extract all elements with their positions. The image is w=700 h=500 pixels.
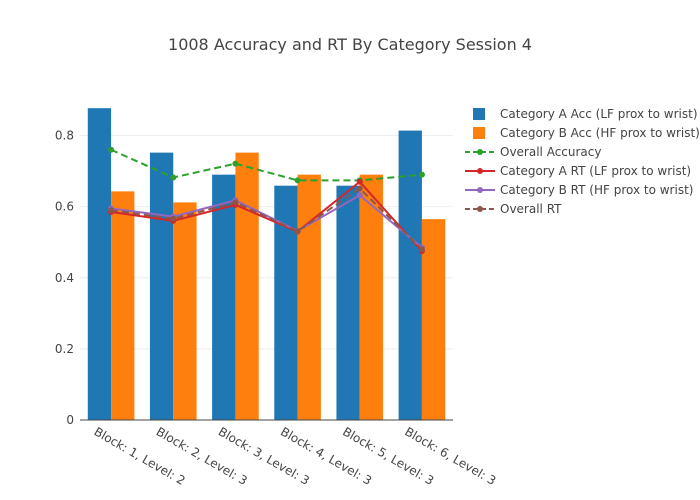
bar xyxy=(297,174,321,420)
bar xyxy=(212,174,236,420)
legend-marker xyxy=(477,187,483,193)
legend-label: Overall RT xyxy=(500,202,562,216)
chart-title: 1008 Accuracy and RT By Category Session… xyxy=(168,35,532,54)
data-point xyxy=(356,178,363,185)
series-lines xyxy=(108,146,425,255)
data-point xyxy=(294,177,301,184)
legend-swatch xyxy=(473,127,485,139)
data-point xyxy=(232,160,239,167)
data-point xyxy=(418,246,425,253)
bar xyxy=(173,202,197,420)
data-point xyxy=(232,199,239,206)
y-tick-label: 0.6 xyxy=(55,200,74,214)
series-line xyxy=(110,180,423,252)
bar xyxy=(111,191,135,420)
data-point xyxy=(108,207,115,214)
series-line xyxy=(110,148,423,182)
legend-label: Category A Acc (LF prox to wrist) xyxy=(500,107,698,121)
bar xyxy=(149,152,174,420)
legend-label: Category B Acc (HF prox to wrist) xyxy=(500,126,700,140)
data-point xyxy=(294,228,301,235)
bar xyxy=(87,108,112,420)
bars xyxy=(87,108,446,421)
grid-lines xyxy=(80,135,453,350)
y-tick-label: 0 xyxy=(66,413,74,427)
y-tick-label: 0.8 xyxy=(55,129,74,143)
y-tick-label: 0.4 xyxy=(55,271,74,285)
data-point xyxy=(108,146,115,153)
series-line xyxy=(110,194,423,249)
legend: Category A Acc (LF prox to wrist) Categor… xyxy=(465,107,700,216)
legend-marker xyxy=(477,206,483,212)
legend-label: Category B RT (HF prox to wrist) xyxy=(500,183,693,197)
data-point xyxy=(170,215,177,222)
bar xyxy=(421,219,446,420)
data-point xyxy=(170,174,177,181)
legend-label: Category A RT (LF prox to wrist) xyxy=(500,164,691,178)
bar xyxy=(336,185,360,420)
legend-marker xyxy=(477,168,483,174)
data-point xyxy=(418,171,425,178)
data-point xyxy=(356,185,363,192)
data-point xyxy=(356,192,363,199)
legend-swatch xyxy=(473,108,485,120)
bar xyxy=(359,174,384,420)
bar xyxy=(398,130,422,421)
legend-marker xyxy=(477,149,483,155)
y-tick-label: 0.2 xyxy=(55,342,74,356)
bar xyxy=(274,185,298,420)
bar xyxy=(235,152,259,420)
legend-label: Overall Accuracy xyxy=(500,145,601,159)
